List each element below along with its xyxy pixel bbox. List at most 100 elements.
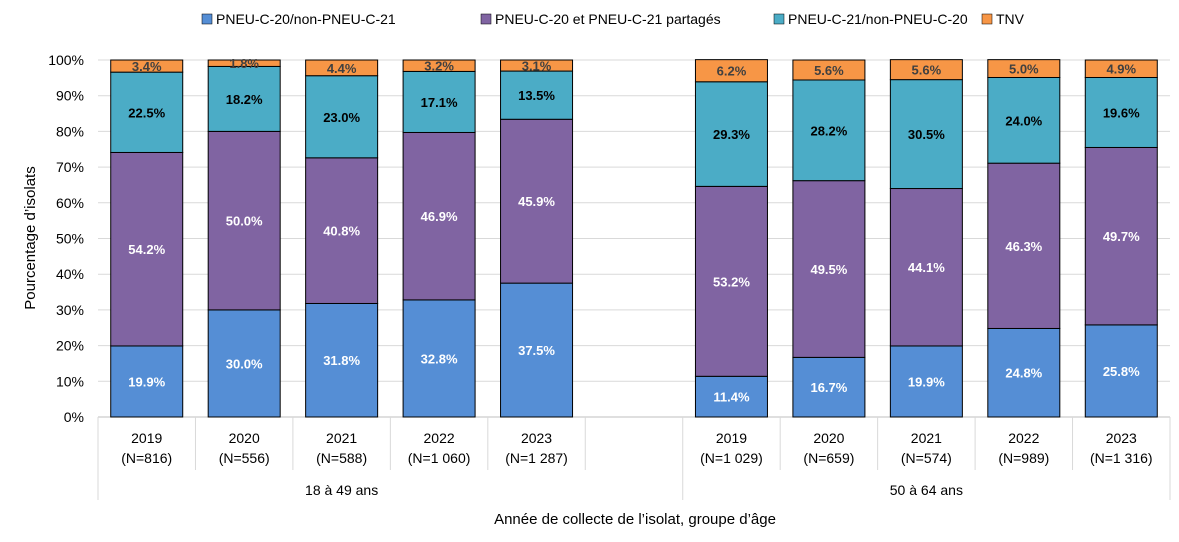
data-label: 53.2% xyxy=(713,274,750,289)
data-label: 30.0% xyxy=(226,356,263,371)
bar-segment-1 xyxy=(792,356,866,418)
data-label: 49.5% xyxy=(810,262,847,277)
bar-segment-4 xyxy=(110,59,184,73)
bar-segment-3 xyxy=(500,70,574,120)
x-tick-n: (N=588) xyxy=(316,450,367,466)
bar-segment-2 xyxy=(305,157,379,304)
x-tick-year: 2022 xyxy=(424,430,455,446)
bar-segment-3 xyxy=(207,65,281,132)
x-tick-year: 2020 xyxy=(813,430,844,446)
data-label: 4.4% xyxy=(327,61,357,76)
bar-segment-3 xyxy=(110,71,184,153)
x-tick-year: 2021 xyxy=(911,430,942,446)
data-label: 45.9% xyxy=(518,194,555,209)
data-label: 1.8% xyxy=(229,56,259,71)
data-label: 5.0% xyxy=(1009,62,1039,77)
legend-label: TNV xyxy=(996,11,1025,27)
legend-swatch xyxy=(981,13,993,25)
y-tick-label: 80% xyxy=(56,123,84,139)
data-label: 23.0% xyxy=(323,110,360,125)
data-label: 3.2% xyxy=(424,59,454,74)
data-label: 11.4% xyxy=(713,390,750,405)
bar-segment-1 xyxy=(500,282,574,418)
bar-segment-1 xyxy=(889,345,963,418)
y-tick-label: 50% xyxy=(56,231,84,247)
data-label: 16.7% xyxy=(810,380,847,395)
x-group-label: 18 à 49 ans xyxy=(305,482,378,498)
data-label: 40.8% xyxy=(323,224,360,239)
data-label: 19.6% xyxy=(1103,105,1140,120)
bar-segment-3 xyxy=(694,81,768,187)
y-tick-label: 20% xyxy=(56,338,84,354)
data-label: 3.1% xyxy=(522,59,552,74)
x-tick-year: 2023 xyxy=(521,430,552,446)
y-tick-label: 40% xyxy=(56,266,84,282)
data-label: 5.6% xyxy=(814,63,844,78)
bar-segment-4 xyxy=(500,59,574,72)
data-label: 37.5% xyxy=(518,343,555,358)
y-tick-label: 60% xyxy=(56,195,84,211)
bar-segment-4 xyxy=(1084,59,1158,78)
data-label: 50.0% xyxy=(226,214,263,229)
data-label: 3.4% xyxy=(132,59,162,74)
x-axis-title: Année de collecte de l’isolat, groupe d’… xyxy=(494,511,776,528)
bar-segment-1 xyxy=(110,345,184,418)
data-label: 5.6% xyxy=(912,63,942,78)
x-axis: 2019 (N=816) 2020 (N=556) 2021 (N=588) 2022 (N=… xyxy=(97,417,1171,500)
x-tick-n: (N=574) xyxy=(901,450,952,466)
bar-segment-3 xyxy=(305,75,379,159)
bar-segment-1 xyxy=(1084,324,1158,418)
data-label: 22.5% xyxy=(128,105,165,120)
bar-segment-4 xyxy=(987,59,1061,78)
legend-swatch xyxy=(201,13,213,25)
x-tick-year: 2020 xyxy=(229,430,260,446)
legend-swatch xyxy=(773,13,785,25)
bar-segment-1 xyxy=(305,302,379,418)
bar-segment-4 xyxy=(207,59,281,67)
data-label: 19.9% xyxy=(908,374,945,389)
data-label: 24.0% xyxy=(1005,113,1042,128)
bar-segment-1 xyxy=(987,327,1061,418)
y-tick-label: 10% xyxy=(56,373,84,389)
data-label: 6.2% xyxy=(717,64,747,79)
data-label: 49.7% xyxy=(1103,229,1140,244)
bar-segment-1 xyxy=(402,299,476,418)
x-tick-n: (N=816) xyxy=(121,450,172,466)
bar-segment-1 xyxy=(694,375,768,418)
bar-segment-4 xyxy=(402,59,476,72)
y-tick-label: 90% xyxy=(56,88,84,104)
x-tick-n: (N=659) xyxy=(803,450,854,466)
y-tick-label: 30% xyxy=(56,302,84,318)
x-tick-year: 2019 xyxy=(716,430,747,446)
bar-segment-2 xyxy=(792,180,866,358)
data-label: 54.2% xyxy=(128,242,165,257)
y-axis: 0% 10% 20% 30% 40% 50% 60% 70% 80% 90% 100% xyxy=(48,52,84,425)
bar-segment-2 xyxy=(1084,146,1158,326)
legend-swatch xyxy=(480,13,492,25)
x-group-label: 50 à 64 ans xyxy=(890,482,963,498)
x-tick-year: 2019 xyxy=(131,430,162,446)
data-label: 46.3% xyxy=(1005,239,1042,254)
data-label: 13.5% xyxy=(518,88,555,103)
data-label: 18.2% xyxy=(226,92,263,107)
bar-segment-4 xyxy=(792,59,866,81)
data-label: 25.8% xyxy=(1103,364,1140,379)
data-label: 29.3% xyxy=(713,127,750,142)
bar-segment-2 xyxy=(500,118,574,284)
y-tick-label: 100% xyxy=(48,52,84,68)
bars: 19.9% 54.2% 22.5% 3.4% 30.0% 50.0% 18.2% 1.8% 31… xyxy=(110,56,1158,418)
bar-segment-2 xyxy=(987,162,1061,329)
bar-segment-4 xyxy=(694,59,768,83)
bar-segment-2 xyxy=(207,130,281,311)
bar-segment-2 xyxy=(110,151,184,347)
data-label: 31.8% xyxy=(323,353,360,368)
x-tick-n: (N=1 316) xyxy=(1090,450,1153,466)
x-tick-year: 2021 xyxy=(326,430,357,446)
bar-segment-2 xyxy=(694,185,768,377)
data-label: 44.1% xyxy=(908,260,945,275)
legend-label: PNEU-C-20 et PNEU-C-21 partagés xyxy=(495,11,721,27)
data-label: 17.1% xyxy=(421,95,458,110)
x-tick-n: (N=1 029) xyxy=(700,450,763,466)
bar-segment-4 xyxy=(305,59,379,77)
